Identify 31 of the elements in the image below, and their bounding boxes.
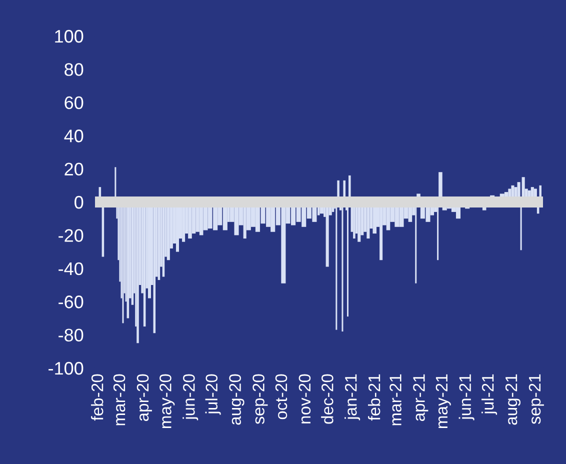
x-tick-label: jun-20 — [182, 374, 198, 420]
y-tick-label: -40 — [58, 262, 84, 276]
x-tick-label: apr-20 — [136, 374, 152, 422]
x-tick-label: aug-21 — [505, 374, 520, 425]
x-tick-label: apr-21 — [413, 374, 428, 422]
y-tick-label: 20 — [64, 162, 84, 176]
x-tick-label: nov-20 — [298, 374, 311, 424]
y-tick-label: -20 — [58, 229, 84, 242]
y-tick-label: 80 — [64, 63, 84, 76]
y-tick-label: -60 — [58, 296, 84, 308]
y-tick-label: -100 — [48, 362, 84, 375]
x-tick-label: mar-21 — [390, 374, 402, 426]
y-tick-label: 0 — [74, 196, 84, 209]
x-tick-label: may-21 — [436, 374, 451, 428]
y-tick-label: -80 — [58, 328, 84, 342]
x-tick-label: jun-21 — [458, 374, 474, 420]
x-tick-label: feb-21 — [368, 374, 380, 421]
x-tick-label: mar-20 — [113, 374, 126, 426]
x-tick-label: sep-20 — [252, 374, 268, 424]
x-tick-label: oct-20 — [275, 374, 288, 420]
x-tick-label: aug-20 — [229, 374, 244, 425]
y-tick-label: 40 — [64, 130, 84, 142]
y-tick-label: 100 — [55, 30, 84, 43]
x-tick-label: feb-20 — [91, 374, 104, 421]
x-tick-label: sep-21 — [528, 374, 544, 424]
x-tick-label: jul-20 — [205, 374, 221, 415]
x-tick-label: dec-20 — [321, 374, 334, 424]
x-tick-label: jan-21 — [344, 374, 360, 420]
y-tick-label: 60 — [64, 96, 84, 110]
x-tick-label: may-20 — [160, 374, 175, 428]
x-tick-label: jul-21 — [482, 374, 498, 415]
